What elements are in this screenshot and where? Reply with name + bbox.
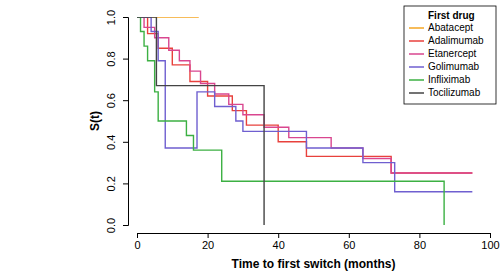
x-tick-mark (278, 233, 279, 238)
y-tick-label: 0.8 (105, 51, 117, 66)
legend-swatch (409, 92, 424, 94)
legend-title: First drug (428, 10, 475, 21)
y-tick-mark (123, 225, 128, 226)
y-axis: 0.0 0.2 0.4 0.6 0.8 1.0 (105, 10, 129, 233)
legend-label: Abatacept (428, 22, 473, 33)
x-axis-title: Time to first switch (months) (232, 257, 396, 271)
legend-swatch (409, 27, 424, 29)
x-tick-mark (419, 233, 420, 238)
x-tick-label: 0 (134, 239, 140, 251)
chart: 0 20 40 60 80 100 0.0 0.2 0.4 0.6 0.8 1.0 Time to fi… (0, 0, 500, 273)
y-tick-mark (123, 59, 128, 60)
legend-label: Etanercept (428, 48, 477, 59)
y-tick-mark (123, 142, 128, 143)
y-tick-label: 0.4 (105, 135, 117, 150)
y-tick: 0.8 (105, 51, 128, 66)
legend-swatch (409, 53, 424, 55)
legend-swatch (409, 79, 424, 81)
y-tick: 0.4 (105, 135, 128, 150)
survival-line (137, 17, 444, 225)
legend-label: Adalimumab (428, 35, 484, 46)
x-tick: 20 (202, 233, 214, 251)
y-tick-label: 0.0 (105, 218, 117, 233)
y-tick: 1.0 (105, 10, 128, 25)
x-tick-label: 100 (481, 239, 499, 251)
x-tick: 60 (343, 233, 355, 251)
legend: First drugAbatacept Adalimumab Etanercept G… (404, 6, 496, 104)
survival-line (137, 17, 264, 225)
x-tick: 40 (273, 233, 285, 251)
y-tick: 0.0 (105, 218, 128, 233)
x-tick-mark (490, 233, 491, 238)
x-tick: 100 (481, 233, 499, 251)
y-axis-line (123, 18, 129, 226)
y-tick: 0.6 (105, 93, 128, 108)
x-tick-label: 60 (343, 239, 355, 251)
x-tick-mark (208, 233, 209, 238)
y-tick-mark (123, 183, 128, 184)
x-tick-mark (137, 233, 138, 238)
x-tick-label: 40 (273, 239, 285, 251)
x-tick: 80 (414, 233, 426, 251)
legend-label: Infliximab (428, 74, 471, 85)
x-tick-label: 20 (202, 239, 214, 251)
y-tick-label: 0.6 (105, 93, 117, 108)
x-tick-mark (349, 233, 350, 238)
y-tick-mark (123, 100, 128, 101)
legend-swatch (409, 66, 424, 68)
legend-label: Golimumab (428, 61, 480, 72)
y-axis-title: S(t) (88, 111, 102, 131)
y-tick-label: 0.2 (105, 176, 117, 191)
y-tick-label: 1.0 (105, 10, 117, 25)
x-tick: 0 (134, 233, 140, 251)
y-tick-mark (123, 17, 128, 18)
x-tick-label: 80 (414, 239, 426, 251)
y-tick: 0.2 (105, 176, 128, 191)
x-axis-line (138, 234, 491, 239)
legend-swatch (409, 40, 424, 42)
legend-box (404, 6, 496, 104)
legend-label: Tocilizumab (428, 87, 481, 98)
x-axis: 0 20 40 60 80 100 (134, 233, 499, 251)
